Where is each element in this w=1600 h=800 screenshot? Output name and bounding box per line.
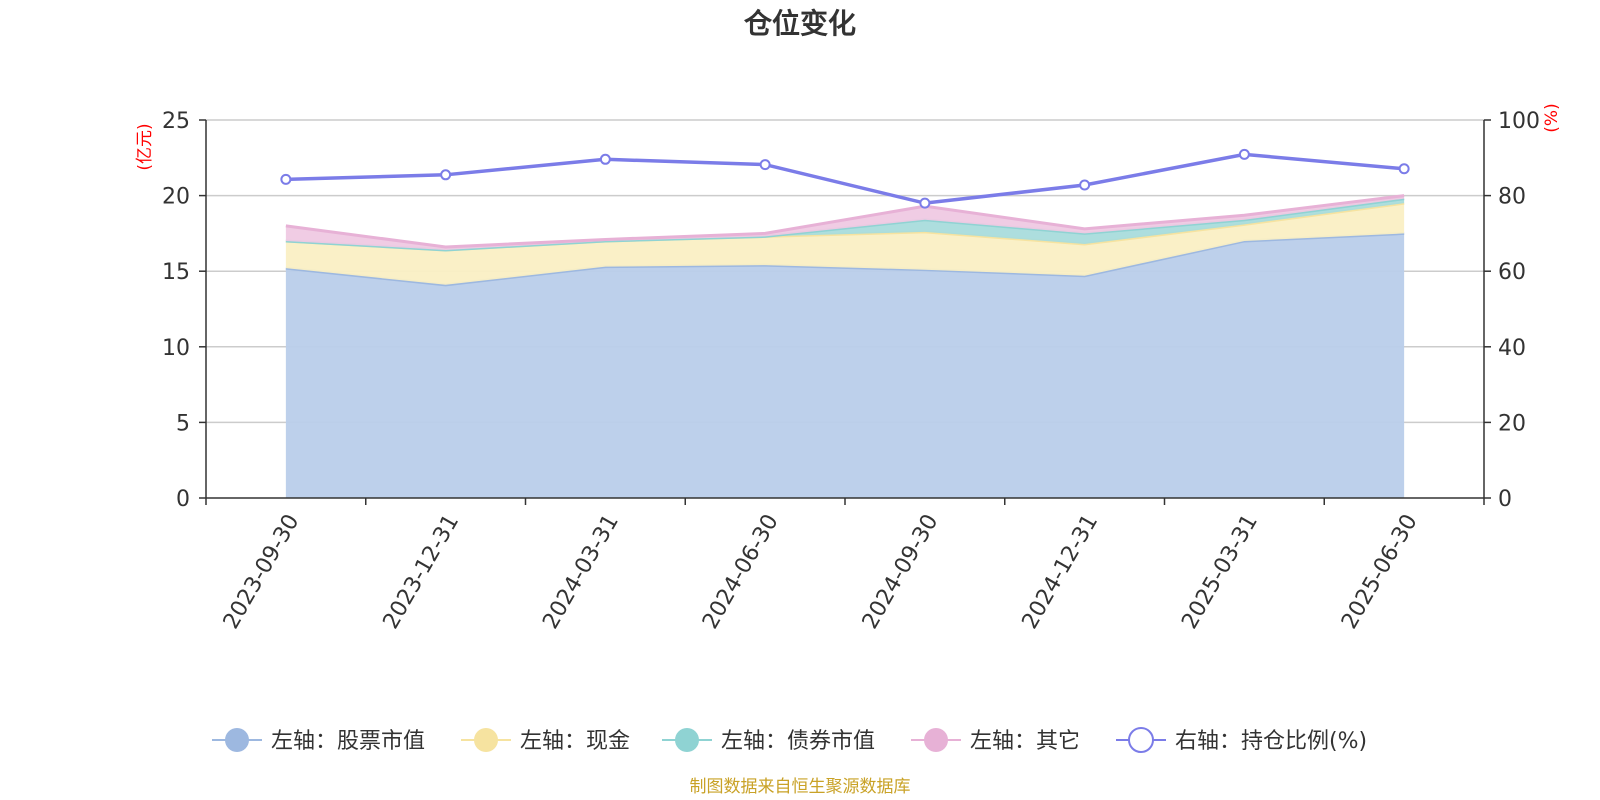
data-source-note: 制图数据来自恒生聚源数据库 xyxy=(690,777,911,797)
legend-marker xyxy=(225,728,249,752)
legend-marker xyxy=(1128,727,1154,753)
x-axis-tick-label: 2023-09-30 xyxy=(219,510,305,633)
left-axis-tick-label: 20 xyxy=(162,185,190,210)
left-axis-tick-label: 25 xyxy=(162,109,190,134)
legend-label: 左轴：现金 xyxy=(520,729,630,754)
ratio-line-path xyxy=(285,152,1405,205)
right-axis-unit: (%) xyxy=(1542,103,1562,132)
left-axis-unit: (亿元) xyxy=(135,123,155,170)
area-fill xyxy=(285,233,1405,498)
x-axis-tick-label: 2025-03-31 xyxy=(1177,510,1263,633)
ratio-point xyxy=(599,153,611,165)
left-axis-tick-label: 15 xyxy=(162,260,190,285)
legend-marker xyxy=(675,728,699,752)
ratio-point xyxy=(440,169,452,181)
legend: 左轴：股票市值 左轴：现金 左轴：债券市值 左轴：其它 右轴：持仓比例(%) xyxy=(212,727,1367,754)
x-axis-tick-label: 2024-09-30 xyxy=(858,510,944,633)
x-axis-tick-label: 2023-12-31 xyxy=(379,510,465,633)
legend-marker xyxy=(474,728,498,752)
ratio-point xyxy=(280,173,292,185)
ratio-point xyxy=(1079,179,1091,191)
right-axis-tick-label: 80 xyxy=(1498,185,1526,210)
ratio-point xyxy=(919,197,931,209)
x-axis-tick-label: 2024-12-31 xyxy=(1018,510,1104,633)
legend-label: 左轴：债券市值 xyxy=(721,729,875,754)
ratio-point xyxy=(1238,148,1250,160)
left-axis-tick-label: 5 xyxy=(176,411,190,436)
area-fill xyxy=(285,195,1405,251)
area-top-line xyxy=(285,194,1405,249)
right-axis-tick-label: 100 xyxy=(1498,109,1540,134)
ratio-point xyxy=(1398,163,1410,175)
legend-label: 右轴：持仓比例(%) xyxy=(1175,729,1367,754)
right-axis-tick-label: 0 xyxy=(1498,487,1512,512)
right-axis-tick-label: 40 xyxy=(1498,336,1526,361)
stacked-areas xyxy=(285,194,1405,498)
chart-title: 仓位变化 xyxy=(744,7,856,40)
left-axis-tick-label: 10 xyxy=(162,336,190,361)
right-axis-tick-label: 20 xyxy=(1498,411,1526,436)
ratio-line xyxy=(280,148,1410,209)
x-axis-tick-label: 2024-06-30 xyxy=(698,510,784,633)
x-axis-tick-label: 2024-03-31 xyxy=(538,510,624,633)
right-axis-tick-label: 60 xyxy=(1498,260,1526,285)
legend-label: 左轴：其它 xyxy=(970,729,1080,754)
x-axis-tick-label: 2025-06-30 xyxy=(1337,510,1423,633)
left-axis-tick-label: 0 xyxy=(176,487,190,512)
area-fill xyxy=(285,198,1405,251)
ratio-point xyxy=(759,159,771,171)
legend-marker xyxy=(924,728,948,752)
legend-label: 左轴：股票市值 xyxy=(271,729,425,754)
area-fill xyxy=(285,203,1405,285)
